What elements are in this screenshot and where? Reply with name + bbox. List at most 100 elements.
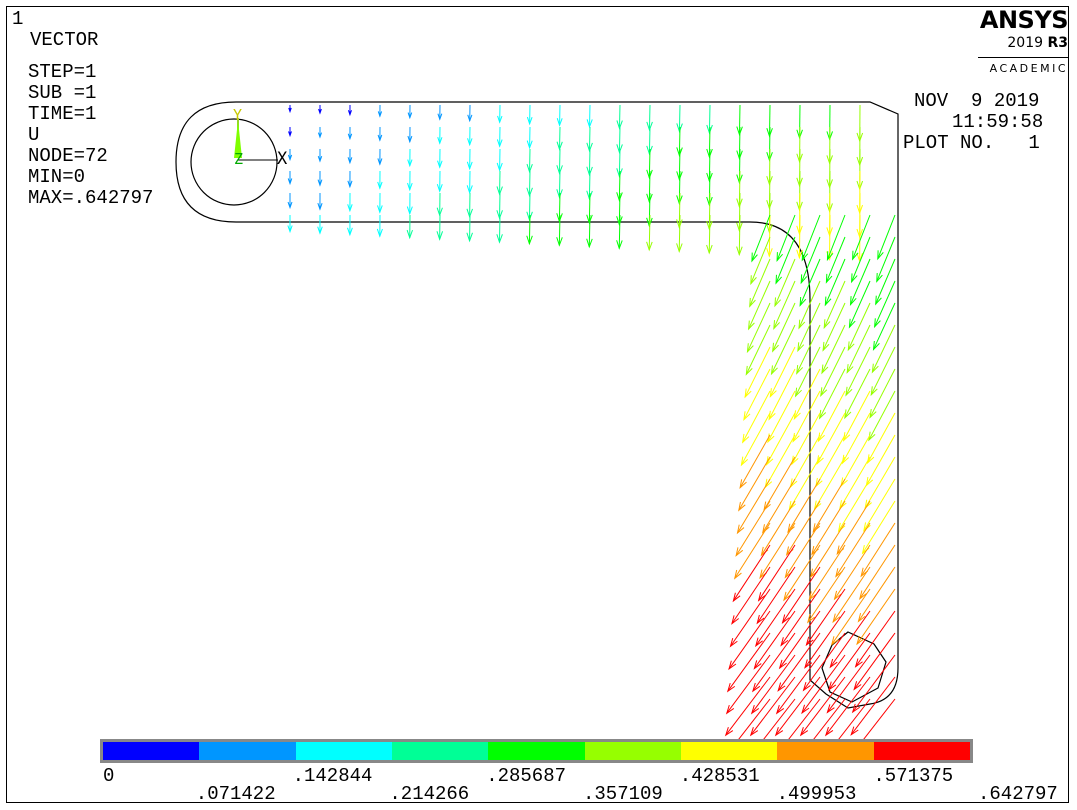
displacement-arrow: [826, 214, 846, 262]
displacement-arrow: [787, 478, 821, 534]
displacement-arrow: [288, 126, 292, 138]
displacement-arrow: [377, 126, 383, 142]
displacement-arrow: [816, 412, 846, 465]
displacement-arrow: [801, 654, 846, 715]
displacement-arrow: [738, 456, 771, 512]
displacement-arrow: [586, 104, 593, 129]
legend-label: .285687: [486, 765, 567, 787]
displacement-arrow: [824, 258, 846, 307]
time-label: TIME=1: [28, 103, 97, 125]
displacement-arrow: [775, 236, 796, 285]
result-item-label: U: [28, 124, 40, 146]
legend-swatch: [680, 742, 778, 760]
displacement-arrow: [736, 478, 771, 535]
displacement-arrow: [783, 544, 821, 602]
displacement-arrow: [781, 566, 821, 624]
displacement-arrow: [746, 302, 771, 354]
legend-label: 0: [103, 765, 115, 787]
displacement-arrow: [856, 588, 896, 646]
displacement-arrow: [646, 104, 653, 132]
max-label: MAX=.642797: [28, 187, 154, 209]
displacement-arrow: [407, 148, 413, 168]
displacement-arrow: [872, 302, 896, 351]
displacement-arrow: [796, 324, 821, 375]
displacement-arrow: [747, 280, 771, 331]
triad-z-label: Z: [234, 150, 243, 168]
displacement-arrow: [736, 214, 743, 257]
displacement-arrow: [847, 302, 871, 352]
plot-type-label: VECTOR: [30, 29, 99, 51]
left-hole-edge: [190, 118, 278, 206]
displacement-arrow: [556, 126, 563, 151]
legend-label: .499953: [776, 783, 857, 805]
displacement-arrow: [288, 104, 292, 114]
displacement-arrow: [406, 192, 413, 216]
displacement-arrow: [841, 412, 871, 465]
plot-date: NOV 9 2019: [914, 90, 1040, 112]
displacement-arrow: [871, 324, 896, 374]
legend-label: .071422: [195, 783, 276, 805]
displacement-arrow: [802, 632, 846, 692]
displacement-arrow: [818, 368, 846, 420]
displacement-arrow: [798, 280, 821, 330]
displacement-arrow: [863, 478, 896, 533]
displacement-arrow: [757, 544, 796, 602]
displacement-arrow: [616, 214, 623, 250]
right-hole-edge: [821, 631, 887, 703]
displacement-arrow: [377, 192, 383, 214]
displacement-arrow: [466, 192, 473, 219]
displacement-arrow: [832, 566, 871, 624]
legend-label: .571375: [873, 765, 954, 787]
displacement-arrow: [318, 104, 322, 115]
displacement-arrow: [852, 214, 871, 261]
legend-swatch: [391, 742, 489, 760]
displacement-arrow: [860, 522, 896, 578]
min-label: MIN=0: [28, 166, 86, 188]
displacement-arrow: [794, 346, 821, 398]
displacement-arrow: [850, 676, 896, 736]
displacement-arrow: [317, 170, 323, 187]
displacement-arrow: [496, 192, 503, 220]
displacement-arrow: [854, 610, 896, 668]
displacement-arrow: [857, 566, 896, 623]
displacement-arrow: [739, 434, 771, 489]
window-number: 1: [12, 8, 24, 30]
displacement-arrow: [773, 280, 796, 330]
displacement-arrow: [800, 236, 821, 285]
displacement-arrow: [437, 104, 443, 121]
displacement-arrow: [347, 126, 353, 141]
displacement-arrow: [837, 478, 871, 533]
displacement-arrow: [407, 170, 413, 192]
displacement-arrow: [744, 346, 771, 399]
displacement-arrow: [870, 346, 896, 397]
displacement-arrow: [820, 346, 846, 398]
displacement-arrow: [875, 258, 896, 306]
displacement-arrow: [829, 610, 871, 669]
displacement-arrow: [586, 126, 593, 153]
legend-swatch: [199, 742, 296, 760]
legend-swatch: [584, 742, 681, 760]
displacement-arrow: [866, 412, 896, 465]
displacement-arrow: [835, 522, 871, 578]
displacement-arrow: [777, 632, 821, 692]
displacement-arrow: [778, 610, 821, 670]
displacement-arrow: [706, 214, 713, 255]
displacement-arrow: [317, 214, 323, 235]
displacement-arrow: [407, 126, 413, 144]
displacement-arrow: [407, 104, 413, 120]
displacement-arrow: [827, 632, 871, 692]
plot-time: 11:59:58: [952, 111, 1044, 133]
displacement-arrow: [436, 214, 444, 241]
legend-label: .642797: [978, 783, 1058, 805]
displacement-arrow: [586, 148, 593, 177]
displacement-arrow: [496, 148, 503, 172]
displacement-arrow: [761, 478, 796, 534]
displacement-arrow: [377, 148, 383, 166]
legend-label: .142844: [292, 765, 373, 787]
displacement-arrow: [753, 610, 796, 670]
displacement-arrow: [497, 104, 503, 124]
displacement-arrow: [586, 214, 593, 249]
displacement-arrow: [826, 654, 871, 714]
displacement-arrow: [437, 126, 443, 145]
